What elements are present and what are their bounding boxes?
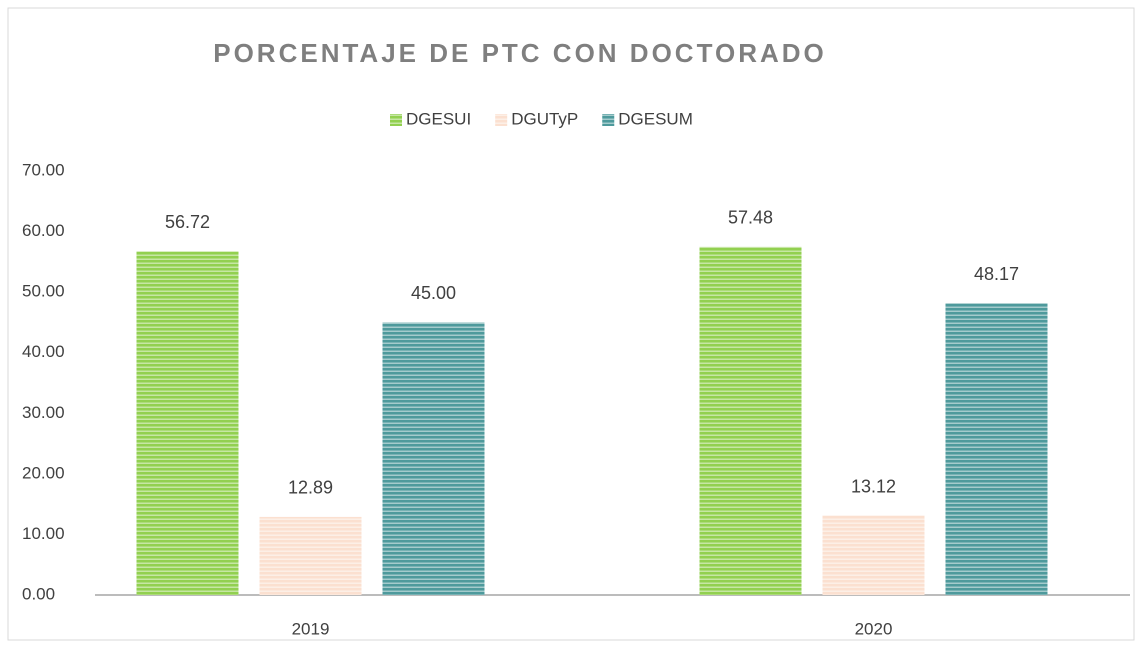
data-label: 13.12 — [851, 476, 896, 496]
bar — [822, 515, 925, 595]
legend-label: DGESUI — [406, 109, 471, 128]
y-tick-label: 30.00 — [22, 403, 65, 422]
data-label: 48.17 — [974, 264, 1019, 284]
data-label: 12.89 — [288, 478, 333, 498]
bar — [259, 516, 362, 595]
y-tick-label: 40.00 — [22, 342, 65, 361]
legend-label: DGESUM — [618, 109, 693, 128]
bar — [382, 322, 485, 595]
legend-swatch — [602, 114, 615, 126]
legend-label: DGUTyP — [511, 109, 578, 128]
data-label: 45.00 — [411, 283, 456, 303]
legend-swatch — [495, 114, 508, 126]
x-tick-label: 2020 — [855, 619, 893, 638]
data-label: 57.48 — [728, 208, 773, 228]
legend-swatch — [390, 114, 402, 126]
data-label: 56.72 — [165, 212, 210, 232]
y-tick-label: 20.00 — [22, 463, 65, 482]
y-tick-label: 60.00 — [22, 221, 65, 240]
bar — [136, 251, 239, 596]
chart-title: PORCENTAJE DE PTC CON DOCTORADO — [213, 38, 827, 68]
y-tick-label: 50.00 — [22, 282, 65, 301]
y-tick-label: 0.00 — [22, 584, 55, 603]
y-tick-label: 10.00 — [22, 524, 65, 543]
bar — [699, 246, 802, 595]
bar — [945, 303, 1048, 595]
y-tick-label: 70.00 — [22, 160, 65, 179]
x-tick-label: 2019 — [292, 619, 330, 638]
